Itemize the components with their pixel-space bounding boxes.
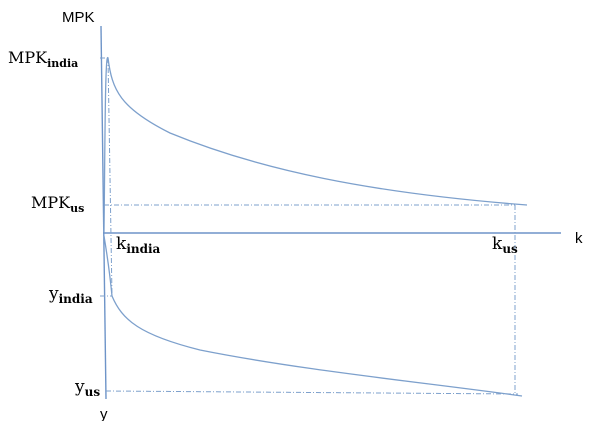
label-y-india-sub: india	[59, 292, 93, 306]
guide-k-india-vertical	[107, 57, 113, 297]
label-mpk-us-base: MPK	[31, 193, 71, 212]
axis-label-y: y	[100, 406, 108, 421]
label-y-us-base: y	[74, 377, 85, 397]
axis-label-k: k	[575, 230, 583, 247]
output-curve	[103, 235, 523, 397]
label-k-us: kus	[492, 234, 518, 256]
mpk-curve	[103, 57, 528, 233]
label-k-us-sub: us	[502, 242, 518, 256]
label-y-india-base: y	[48, 284, 59, 304]
label-mpk-india-sub: india	[47, 57, 78, 70]
label-mpk-india: MPKindia	[8, 48, 78, 70]
label-mpk-us-sub: us	[70, 202, 84, 215]
label-y-india: yindia	[48, 284, 93, 306]
axis-label-mpk: MPK	[62, 9, 95, 26]
label-k-india: kindia	[116, 234, 161, 256]
guide-y-us	[105, 390, 519, 395]
guide-lines	[100, 57, 519, 395]
label-k-india-base: k	[116, 234, 127, 254]
label-y-us: yus	[74, 377, 100, 399]
label-k-us-base: k	[492, 234, 503, 254]
vertical-axis	[100, 25, 107, 400]
label-mpk-india-base: MPK	[8, 48, 48, 67]
label-mpk-us: MPKus	[31, 193, 84, 215]
label-k-india-sub: india	[126, 242, 160, 256]
label-y-us-sub: us	[85, 385, 101, 399]
